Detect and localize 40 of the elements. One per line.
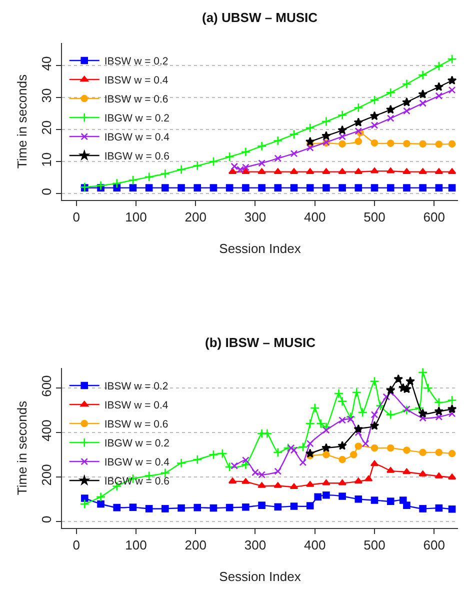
y-tick-label: 10 xyxy=(38,152,54,167)
legend-label: IBSW w = 0.6 xyxy=(104,418,168,431)
x-tick-label: 600 xyxy=(423,210,445,225)
chart-title: (b) IBSW – MUSIC xyxy=(205,335,316,350)
legend-label: IBGW w = 0.4 xyxy=(104,132,170,144)
legend-label: IBGW w = 0.4 xyxy=(104,456,170,469)
legend-label: IBGW w = 0.2 xyxy=(104,438,170,450)
legend-label: IBSW w = 0.6 xyxy=(104,94,168,106)
y-tick-label: 40 xyxy=(38,56,54,71)
y-tick-label: 600 xyxy=(38,375,54,397)
chart-title: (a) UBSW – MUSIC xyxy=(202,10,318,25)
y-axis-title: Time in seconds xyxy=(14,74,30,169)
x-tick-label: 600 xyxy=(423,538,445,553)
x-tick-label: 0 xyxy=(72,538,80,553)
legend-label: IBSW w = 0.2 xyxy=(104,56,168,68)
x-tick-label: 500 xyxy=(364,210,386,225)
x-tick-label: 500 xyxy=(364,538,386,553)
legend-label: IBSW w = 0.2 xyxy=(104,380,168,393)
y-axis-title: Time in seconds xyxy=(14,400,30,496)
x-tick-label: 200 xyxy=(184,538,206,553)
x-tick-label: 300 xyxy=(244,538,266,553)
legend-label: IBGW w = 0.6 xyxy=(104,150,170,163)
x-tick-label: 400 xyxy=(304,538,326,553)
x-tick-label: 0 xyxy=(72,210,80,225)
x-axis-title: Session Index xyxy=(219,569,302,584)
y-tick-label: 400 xyxy=(38,420,54,442)
y-tick-label: 0 xyxy=(38,516,54,523)
y-tick-label: 30 xyxy=(38,88,54,103)
legend-label: IBSW w = 0.4 xyxy=(104,400,168,412)
x-tick-label: 400 xyxy=(304,210,326,225)
x-tick-label: 200 xyxy=(184,210,206,225)
y-tick-label: 200 xyxy=(38,464,54,486)
y-tick-label: 20 xyxy=(38,120,54,135)
x-tick-label: 300 xyxy=(244,210,266,225)
legend-label: IBSW w = 0.4 xyxy=(104,74,168,87)
x-tick-label: 100 xyxy=(125,210,147,225)
legend-label: IBGW w = 0.2 xyxy=(104,112,170,125)
x-axis-title: Session Index xyxy=(219,241,302,256)
y-tick-label: 0 xyxy=(38,188,54,196)
x-tick-label: 100 xyxy=(125,538,147,553)
